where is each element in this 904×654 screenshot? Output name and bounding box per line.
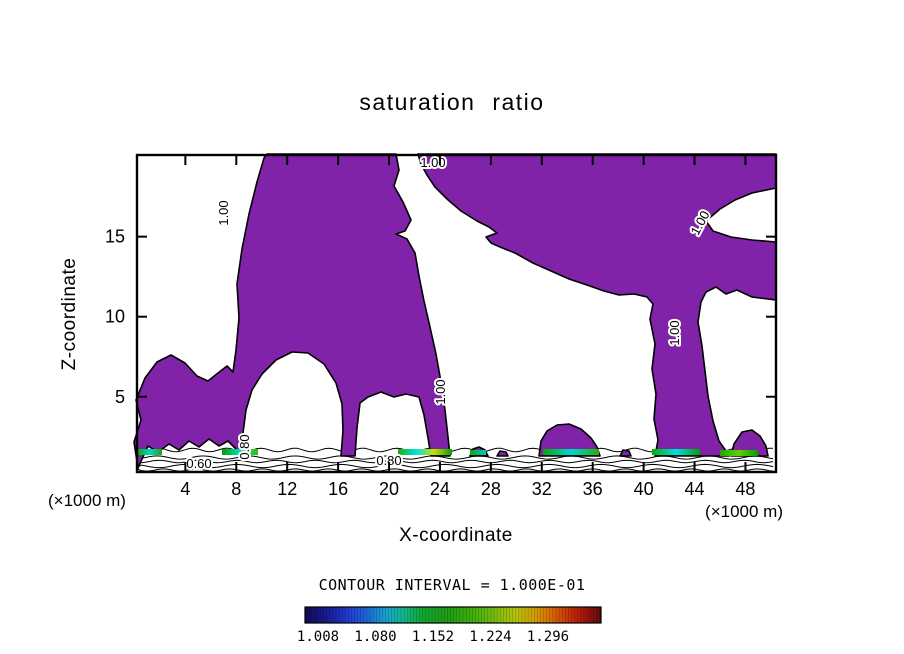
contour-interval-label: CONTOUR INTERVAL = 1.000E-01 [319,576,586,594]
contour-line-label: 0.80 [237,434,252,459]
x-axis-title: X-coordinate [399,525,513,546]
x-tick-label: 16 [328,479,348,499]
x-tick-label: 36 [583,479,603,499]
colorbar-tick-label: 1.224 [469,629,511,645]
contour-line-label: 1.00 [667,320,682,345]
colorbar-tick-label: 1.008 [297,629,339,645]
contour-line-label: 1.00 [433,379,448,404]
x-tick-label: 20 [379,479,399,499]
saturation-region [730,429,769,457]
saturation-region [417,153,777,457]
saturation-region [619,449,632,457]
x-tick-label: 24 [430,479,450,499]
generated-plot-layer: 1.001.001.001.001.000.800.60 0.804 8 12 16 20… [105,153,778,645]
saturation-region [133,153,451,469]
ground-contour-line [136,459,774,464]
y-tick-label: 5 [115,387,125,407]
x-tick-label: 40 [634,479,654,499]
contour-line-label: 1.00 [420,155,445,170]
x-tick-label: 44 [685,479,705,499]
y-tick-label: 10 [105,307,125,327]
y-tick-label: 15 [105,227,125,247]
ground-contour-line [136,468,774,472]
ground-strip [470,450,486,455]
contour-line-label: 0.60 [186,456,211,471]
y-axis-title: Z-coordinate [59,258,80,371]
ground-strip [720,450,758,456]
ground-strip [138,449,162,455]
x-tick-label: 8 [231,479,241,499]
axis-units-right: (×1000 m) [705,502,783,521]
colorbar-border [304,606,602,624]
axis-units-left: (×1000 m) [48,491,126,510]
saturation-region [496,450,509,457]
contour-line-label: 1.00 [216,200,231,225]
plot-border [135,153,778,474]
x-tick-label: 28 [481,479,501,499]
colorbar-tick-label: 1.080 [354,629,396,645]
x-tick-label: 48 [735,479,755,499]
ground-strip [222,449,258,455]
chart-title: saturation ratio [359,89,544,115]
colorbar-tick-label: 1.152 [412,629,454,645]
x-tick-label: 4 [180,479,190,499]
colorbar [305,607,601,623]
contour-line-label: 0.80 [376,453,401,468]
colorbar-tick-label: 1.296 [527,629,569,645]
ground-strip [398,449,452,455]
ground-strip [543,449,599,455]
ground-strip [652,449,700,455]
x-tick-label: 12 [277,479,297,499]
x-tick-label: 32 [532,479,552,499]
ground-contour-line [136,463,774,469]
